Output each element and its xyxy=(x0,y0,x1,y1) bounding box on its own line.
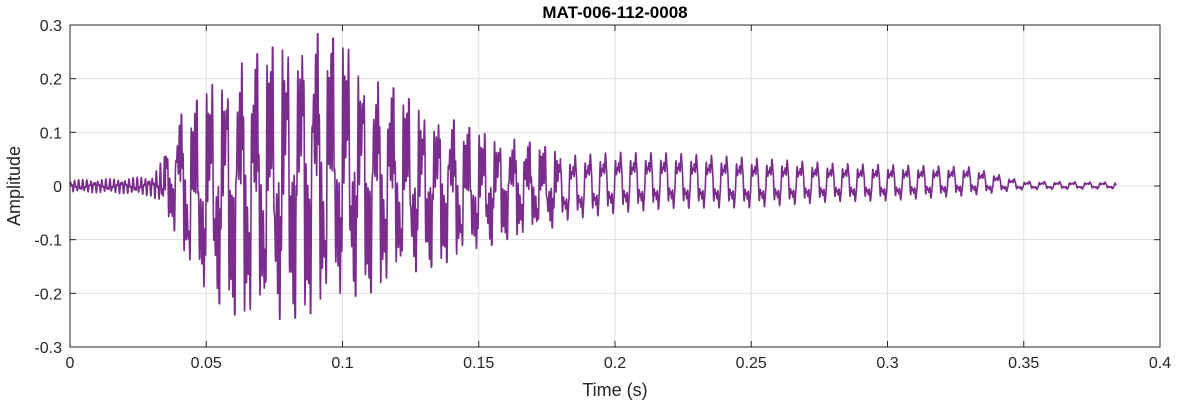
x-tick-label: 0.1 xyxy=(331,355,353,372)
y-tick-label: -0.1 xyxy=(34,233,62,250)
chart-title: MAT-006-112-0008 xyxy=(542,3,687,22)
y-tick-label: 0.1 xyxy=(40,125,62,142)
x-tick-label: 0.05 xyxy=(191,355,222,372)
y-tick-labels: 0.3 0.2 0.1 0 -0.1 -0.2 -0.3 xyxy=(34,18,62,357)
y-tick-label: -0.2 xyxy=(34,286,62,303)
y-tick-label: 0.3 xyxy=(40,18,62,35)
x-tick-label: 0 xyxy=(66,355,75,372)
x-tick-label: 0.4 xyxy=(1149,355,1171,372)
plot-frame xyxy=(69,24,1161,348)
x-tick-label: 0.15 xyxy=(463,355,494,372)
x-tick-label: 0.2 xyxy=(604,355,626,372)
x-tick-label: 0.3 xyxy=(876,355,898,372)
x-tick-labels: 0 0.05 0.1 0.15 0.2 0.25 0.3 0.35 0.4 xyxy=(66,355,1172,372)
x-axis-label: Time (s) xyxy=(582,380,647,400)
y-tick-label: 0.2 xyxy=(40,72,62,89)
y-tick-label: 0 xyxy=(53,179,62,196)
y-axis-label: Amplitude xyxy=(4,146,24,226)
waveform-series xyxy=(69,32,1118,321)
x-tick-label: 0.35 xyxy=(1008,355,1039,372)
y-tick-label: -0.3 xyxy=(34,340,62,357)
x-tick-label: 0.25 xyxy=(736,355,767,372)
